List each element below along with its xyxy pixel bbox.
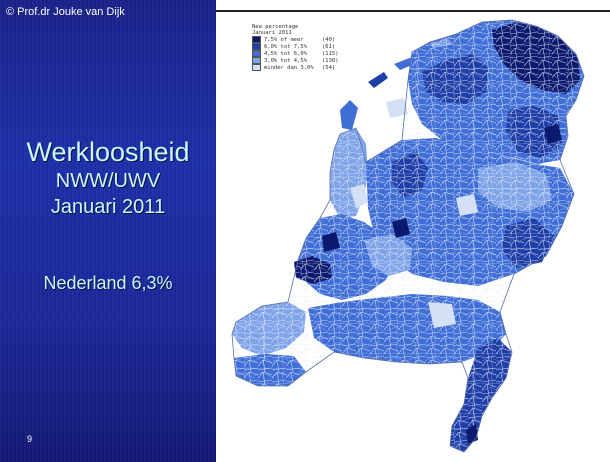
- slide-title: Werkloosheid: [26, 137, 190, 167]
- netherlands-map: [231, 19, 585, 453]
- legend-item: 3,0% tot 4,5% (130): [252, 57, 372, 64]
- slide-subtitle-date: Januari 2011: [50, 196, 166, 218]
- patch-dark-3: [544, 124, 562, 144]
- legend-item: 7,5% of meer (40): [252, 36, 372, 43]
- legend-count: (130): [322, 57, 339, 64]
- legend-count: (54): [322, 64, 336, 71]
- legend-swatch: [252, 43, 261, 50]
- legend-item: 4,5% tot 6,0% (115): [252, 50, 372, 57]
- legend-label: 6,0% tot 7,5%: [264, 43, 308, 50]
- legend-swatch: [252, 36, 261, 43]
- title-panel: © Prof.dr Jouke van Dijk Werkloosheid NW…: [0, 0, 216, 462]
- legend-title: New percentage: [252, 24, 299, 30]
- legend-count: (61): [322, 43, 336, 50]
- legend-label: 7,5% of meer: [264, 36, 304, 43]
- title-block: Werkloosheid NWW/UWV Januari 2011: [0, 136, 216, 220]
- map-legend: New percentage Januari 2011 7,5% of meer…: [252, 24, 372, 71]
- legend-count: (115): [322, 50, 339, 57]
- legend-subtitle: Januari 2011: [252, 30, 292, 36]
- patch-light-2: [428, 302, 456, 328]
- legend-item: 6,0% tot 7,5% (61): [252, 43, 372, 50]
- slide-subtitle-source: NWW/UWV: [55, 170, 161, 192]
- patch-light-3: [456, 194, 478, 216]
- island-vlieland: [368, 72, 388, 88]
- island-texel: [340, 100, 358, 130]
- patch-dark-1: [392, 218, 410, 238]
- patch-dark-2: [322, 232, 340, 252]
- legend-swatch: [252, 57, 261, 64]
- legend-item: minder dan 3,0% (54): [252, 64, 372, 71]
- copyright-text: © Prof.dr Jouke van Dijk: [6, 6, 125, 18]
- map-area: New percentage Januari 2011 7,5% of meer…: [216, 12, 610, 462]
- patch-light-4: [386, 98, 408, 118]
- legend-swatch: [252, 64, 261, 71]
- national-rate: Nederland 6,3%: [43, 273, 173, 293]
- legend-swatch: [252, 50, 261, 57]
- top-divider: [216, 10, 610, 12]
- page-number: 9: [27, 434, 33, 444]
- legend-count: (40): [322, 36, 336, 43]
- legend-label: 4,5% tot 6,0%: [264, 50, 308, 57]
- legend-label: minder dan 3,0%: [264, 64, 314, 71]
- patch-light-1: [350, 184, 368, 208]
- legend-label: 3,0% tot 4,5%: [264, 57, 308, 64]
